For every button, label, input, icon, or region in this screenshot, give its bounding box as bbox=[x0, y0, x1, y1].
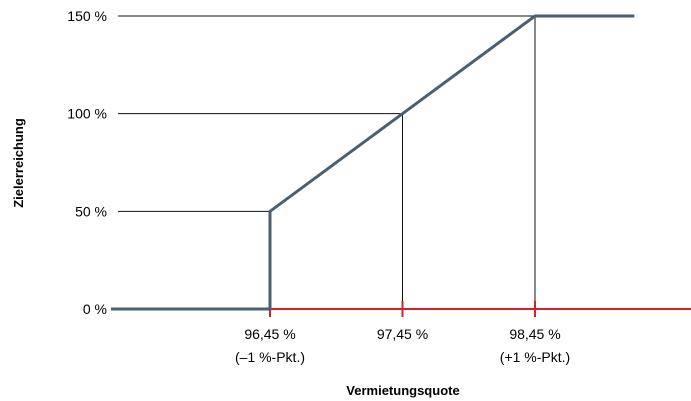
y-tick-labels: 0 % 50 % 100 % 150 % bbox=[67, 8, 107, 317]
x-tick-sublabel: (+1 %-Pkt.) bbox=[500, 349, 570, 365]
y-tick-label: 100 % bbox=[67, 106, 107, 122]
series-layer bbox=[111, 14, 635, 311]
x-tick-label: 98,45 % bbox=[509, 326, 560, 342]
y-tick-label: 150 % bbox=[67, 8, 107, 24]
x-tick-label: 97,45 % bbox=[377, 326, 428, 342]
x-axis-title: Vermietungsquote bbox=[346, 383, 459, 398]
y-tick-label: 0 % bbox=[83, 301, 107, 317]
series-line bbox=[111, 14, 635, 311]
x-tick-labels: 96,45 % (–1 %-Pkt.) 97,45 % 98,45 % (+1 %-Pk… bbox=[235, 326, 570, 365]
x-axis bbox=[269, 301, 691, 317]
x-tick-sublabel: (–1 %-Pkt.) bbox=[235, 349, 305, 365]
y-tick-label: 50 % bbox=[75, 203, 107, 219]
y-axis-title: Zielerreichung bbox=[11, 118, 26, 208]
x-tick-label: 96,45 % bbox=[244, 326, 295, 342]
reference-lines bbox=[118, 15, 536, 309]
